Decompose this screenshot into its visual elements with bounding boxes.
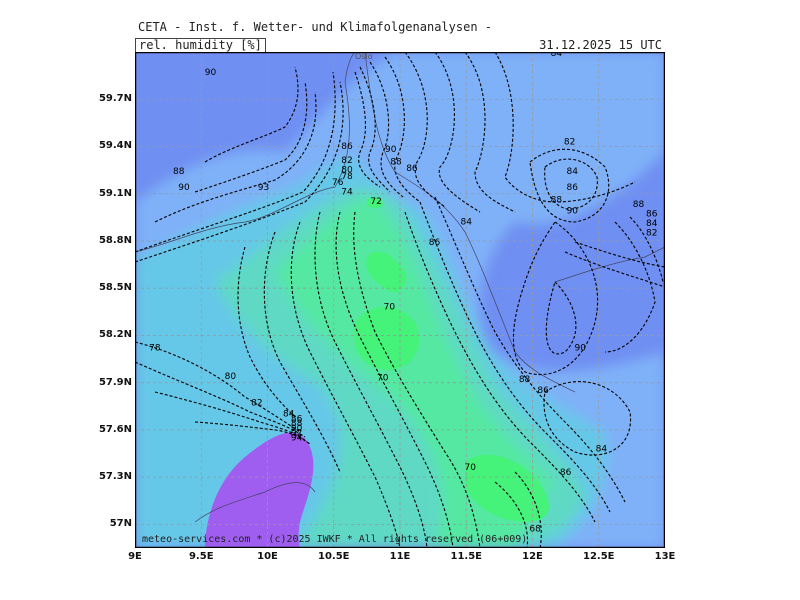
longitude-label: 11.5E bbox=[450, 551, 483, 562]
latitude-label: 58.8N bbox=[98, 234, 132, 246]
contour-label: 90 bbox=[567, 207, 579, 217]
contour-label: 84 bbox=[567, 167, 579, 177]
contour-label: 78 bbox=[341, 172, 353, 182]
core-north bbox=[366, 251, 407, 293]
contour-label: 86 bbox=[291, 414, 303, 424]
core-central bbox=[354, 307, 419, 370]
contour-label: 70 bbox=[384, 303, 396, 313]
longitude-label: 9.5E bbox=[188, 551, 214, 562]
contour-label: 84 bbox=[551, 52, 563, 59]
contour-label: 93 bbox=[258, 183, 269, 193]
contour-label: 80 bbox=[341, 166, 353, 176]
city-label-oslo: Oslo bbox=[355, 52, 373, 61]
contour-label: 90 bbox=[574, 344, 586, 354]
contour-label: 68 bbox=[529, 525, 541, 535]
contour-label: 86 bbox=[341, 142, 353, 152]
contour-label: 74 bbox=[341, 188, 353, 198]
latitude-label: 58.5N bbox=[98, 282, 132, 294]
longitude-label: 10.5E bbox=[317, 551, 350, 562]
contour-label: 86 bbox=[537, 386, 549, 396]
contour-label: 72 bbox=[370, 197, 381, 207]
contour-label: 82 bbox=[646, 229, 657, 239]
variable-label: rel. humidity [%] bbox=[135, 38, 266, 53]
latitude-label: 57.9N bbox=[98, 376, 132, 388]
contour-label: 88 bbox=[519, 375, 531, 385]
contour-label: 84 bbox=[646, 219, 658, 229]
contour-label: 70 bbox=[464, 463, 476, 473]
contour-label: 86 bbox=[429, 238, 441, 248]
humidity-isolines bbox=[135, 52, 665, 548]
contour-label: 92 bbox=[291, 429, 302, 439]
contour-label: 94 bbox=[291, 433, 303, 443]
map-frame bbox=[135, 52, 665, 548]
latitude-label: 59.1N bbox=[98, 187, 132, 199]
longitude-label: 12E bbox=[522, 551, 543, 562]
latitude-label: 57.3N bbox=[98, 471, 132, 483]
valid-datetime: 31.12.2025 15 UTC bbox=[539, 38, 662, 52]
contour-label: 82 bbox=[564, 137, 575, 147]
contour-label: 70 bbox=[377, 373, 389, 383]
coastline bbox=[135, 52, 665, 523]
contour-label: 82 bbox=[341, 156, 352, 166]
contour-label: 90 bbox=[205, 68, 217, 78]
latitude-label: 57.6N bbox=[98, 423, 132, 435]
latitude-label: 59.7N bbox=[98, 93, 132, 105]
contour-label: 86 bbox=[567, 183, 579, 193]
longitude-label: 9E bbox=[128, 551, 142, 562]
contour-label: 90 bbox=[291, 424, 303, 434]
contour-label: 88 bbox=[551, 196, 563, 206]
core-sw bbox=[465, 454, 549, 522]
graticule bbox=[135, 52, 665, 548]
contour-label: 88 bbox=[390, 158, 402, 168]
contour-label: 88 bbox=[291, 419, 303, 429]
longitude-label: 13E bbox=[654, 551, 676, 562]
contour-label: 90 bbox=[385, 145, 397, 155]
latitude-label: 58.2N bbox=[98, 329, 132, 341]
contour-label: 80 bbox=[225, 372, 237, 382]
contour-label: 88 bbox=[633, 200, 645, 210]
contour-label: 84 bbox=[283, 410, 295, 420]
contour-label: 88 bbox=[173, 167, 185, 177]
longitude-label: 12.5E bbox=[582, 551, 615, 562]
contour-label: 82 bbox=[251, 399, 262, 409]
contour-label: 76 bbox=[332, 178, 344, 188]
contour-label: 86 bbox=[406, 164, 418, 174]
latitude-label: 57N bbox=[109, 518, 132, 530]
contour-label: 90 bbox=[178, 183, 190, 193]
contour-label: 86 bbox=[646, 210, 658, 220]
latitude-label: 59.4N bbox=[98, 140, 132, 152]
map-panel: 84 82 84 86 88 90 88 86 84 82 90 86 88 90 93 90 88 86 82 80… bbox=[135, 52, 665, 548]
contour-label: 84 bbox=[461, 218, 473, 228]
copyright-text: meteo-services.com * (c)2025 IWKF * All … bbox=[142, 534, 528, 545]
longitude-label: 11E bbox=[389, 551, 411, 562]
core-dot bbox=[367, 197, 383, 209]
longitude-label: 10E bbox=[257, 551, 278, 562]
chart-title: CETA - Inst. f. Wetter- und Klimafolgena… bbox=[138, 20, 493, 34]
contour-label: 86 bbox=[560, 468, 572, 478]
band-high-sw bbox=[205, 432, 314, 548]
contour-label: 78 bbox=[149, 344, 161, 354]
contour-label: 84 bbox=[596, 444, 608, 454]
